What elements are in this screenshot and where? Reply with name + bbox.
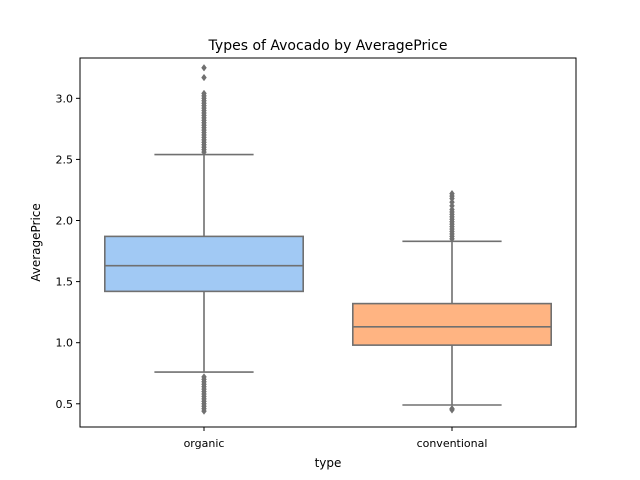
y-tick-label: 0.5 — [56, 398, 74, 411]
x-axis: organic conventional — [184, 427, 488, 450]
y-tick-label: 3.0 — [56, 92, 74, 105]
chart-title: Types of Avocado by AveragePrice — [208, 38, 448, 54]
y-axis: 0.5 1.0 1.5 2.0 2.5 3.0 — [56, 92, 80, 411]
outlier-point — [201, 373, 207, 381]
outlier-point — [201, 64, 207, 72]
outlier-point — [201, 89, 207, 98]
box-group-organic — [104, 64, 304, 415]
y-tick-label: 1.5 — [56, 276, 74, 289]
y-tick-label: 2.5 — [56, 153, 74, 166]
x-axis-label: type — [315, 456, 342, 470]
outlier-point — [449, 189, 455, 198]
iqr-box — [104, 235, 304, 293]
plot-frame — [79, 57, 577, 428]
y-tick-label: 1.0 — [56, 337, 74, 350]
plot-area — [104, 64, 552, 415]
y-axis-label: AveragePrice — [29, 203, 43, 282]
outlier-point — [201, 73, 207, 82]
iqr-box — [351, 302, 552, 346]
box-group-conventional — [351, 189, 552, 414]
x-tick-label: conventional — [417, 437, 488, 450]
x-tick-label: organic — [184, 437, 225, 450]
outlier-point — [449, 404, 455, 413]
y-tick-label: 2.0 — [56, 215, 74, 228]
